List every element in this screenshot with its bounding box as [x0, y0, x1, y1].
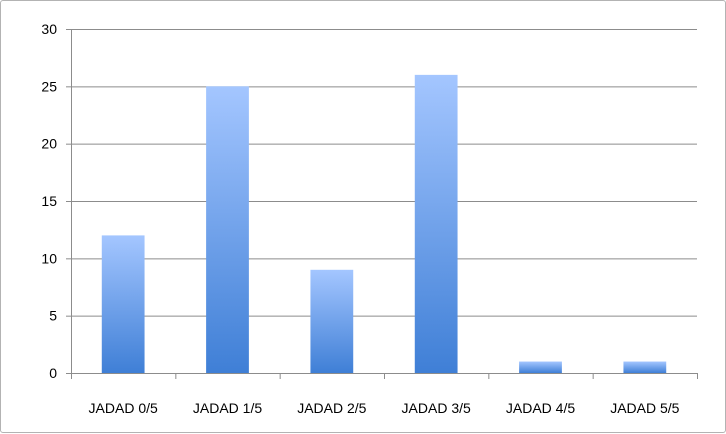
- bar-0: [101, 235, 145, 373]
- bar-4: [519, 361, 562, 373]
- x-axis-tick-labels: JADAD 0/5 JADAD 1/5 JADAD 2/5 JADAD 3/5 JADA…: [89, 400, 680, 416]
- y-tick-label: 20: [41, 136, 57, 152]
- axes: [66, 29, 698, 379]
- bar-1: [206, 86, 249, 373]
- y-axis-tick-labels: 0 5 10 15 20 25 30: [41, 21, 57, 381]
- y-tick-label: 25: [41, 78, 57, 94]
- bar-3: [414, 74, 458, 373]
- y-tick-label: 15: [41, 193, 57, 209]
- y-tick-label: 0: [49, 365, 57, 381]
- y-tick-label: 10: [41, 250, 57, 266]
- y-tick-label: 30: [41, 21, 57, 37]
- bar-2: [310, 269, 354, 373]
- x-tick-label: JADAD 3/5: [402, 400, 471, 416]
- x-tick-label: JADAD 4/5: [506, 400, 575, 416]
- bar-5: [623, 361, 667, 373]
- y-tick-label: 5: [49, 308, 57, 324]
- grid-lines: [71, 29, 697, 317]
- bars: [101, 74, 667, 373]
- x-tick-label: JADAD 0/5: [89, 400, 158, 416]
- x-tick-label: JADAD 1/5: [193, 400, 262, 416]
- x-tick-label: JADAD 2/5: [297, 400, 366, 416]
- x-tick-label: JADAD 5/5: [610, 400, 679, 416]
